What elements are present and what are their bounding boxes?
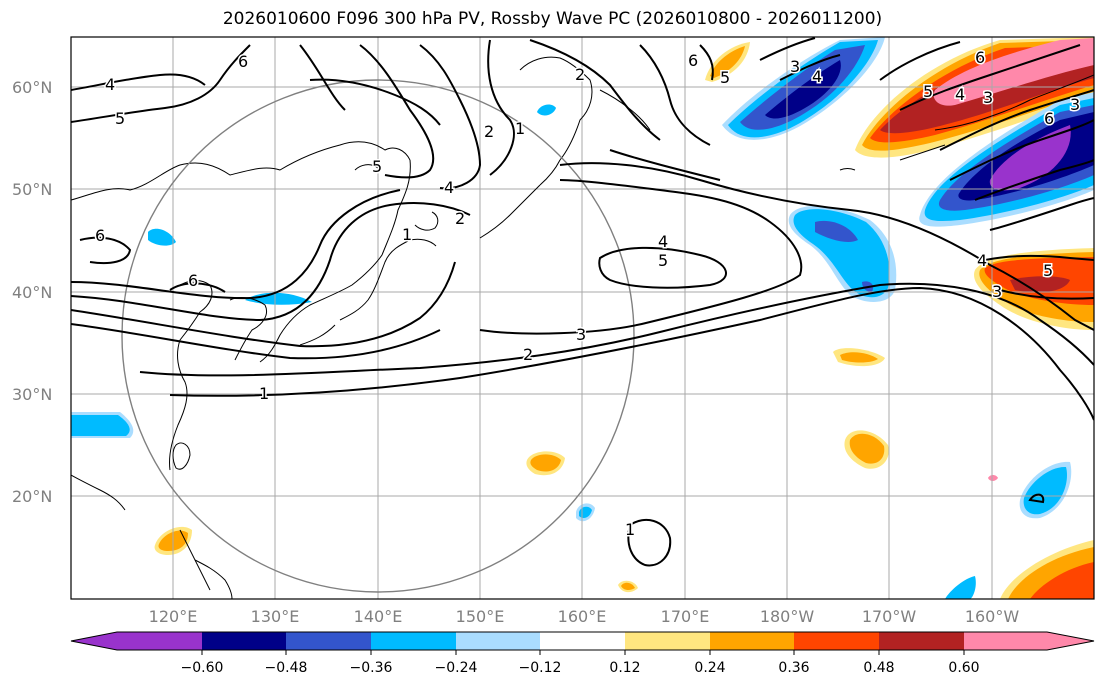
colorbar-segment bbox=[879, 632, 965, 650]
colorbar-segment bbox=[71, 632, 117, 650]
map-title: 2026010600 F096 300 hPa PV, Rossby Wave … bbox=[222, 9, 883, 29]
lon-label: 160°W bbox=[965, 607, 1020, 626]
contour-label: 5 bbox=[720, 68, 730, 87]
contour-label: 5 bbox=[1043, 261, 1053, 280]
contour-label: 2 bbox=[523, 345, 533, 364]
contour-label: 1 bbox=[515, 119, 525, 138]
colorbar-segment bbox=[964, 632, 1048, 650]
contour-label: 5 bbox=[658, 251, 668, 270]
colorbar-tick-label: 0.36 bbox=[778, 660, 809, 676]
colorbar-tick-label: 0.48 bbox=[863, 660, 894, 676]
lon-label: 170°E bbox=[661, 607, 710, 626]
contour-label: 3 bbox=[790, 57, 800, 76]
contour-label: 4 bbox=[812, 67, 822, 86]
contour-label: 6 bbox=[95, 226, 105, 245]
contour-label: 3 bbox=[992, 282, 1002, 301]
colorbar-segment bbox=[286, 632, 372, 650]
colorbar-segment bbox=[456, 632, 541, 650]
lat-label: 50°N bbox=[12, 180, 52, 199]
contour-label: 1 bbox=[402, 225, 412, 244]
contour-label: 6 bbox=[188, 271, 198, 290]
lon-label: 140°E bbox=[354, 607, 403, 626]
pv-contours bbox=[71, 37, 1094, 567]
colorbar-tick-label: −0.60 bbox=[181, 660, 224, 676]
colorbar-segment bbox=[625, 632, 711, 650]
contour-label: 5 bbox=[923, 82, 933, 101]
colorbar-segment bbox=[1047, 632, 1094, 650]
colorbar-segment bbox=[202, 632, 287, 650]
analysis-radius-circle bbox=[121, 79, 635, 593]
contour-label: 6 bbox=[975, 48, 985, 67]
colorbar-tick-label: 0.12 bbox=[609, 660, 640, 676]
colorbar-segment bbox=[540, 632, 626, 650]
colorbar: −0.60 −0.48 −0.36 −0.24 −0.12 0.12 0.24 … bbox=[70, 631, 1095, 676]
contour-label: 4 bbox=[105, 75, 115, 94]
lon-label: 130°E bbox=[251, 607, 300, 626]
lon-label: 150°E bbox=[456, 607, 505, 626]
colorbar-tick-label: −0.36 bbox=[350, 660, 393, 676]
colorbar-tick-label: 0.60 bbox=[948, 660, 979, 676]
colorbar-tick-label: −0.12 bbox=[519, 660, 562, 676]
colorbar-outline bbox=[70, 631, 1095, 651]
latitude-axis: 60°N 50°N 40°N 30°N 20°N bbox=[12, 78, 52, 506]
lon-label: 120°E bbox=[149, 607, 198, 626]
graticule bbox=[71, 37, 1094, 599]
contour-label: 3 bbox=[576, 325, 586, 344]
lat-label: 60°N bbox=[12, 78, 52, 97]
lat-label: 40°N bbox=[12, 283, 52, 302]
contour-label: 3 bbox=[983, 88, 993, 107]
contour-labels: 4 5 6 6 5 2 1 2 4 6 1 2 4 5 3 2 1 1 6 6 … bbox=[94, 47, 1082, 541]
lon-label: 160°E bbox=[558, 607, 607, 626]
lon-label: 170°W bbox=[862, 607, 917, 626]
contour-label: 5 bbox=[115, 109, 125, 128]
lat-label: 20°N bbox=[12, 487, 52, 506]
colorbar-segment bbox=[117, 632, 203, 650]
longitude-axis: 120°E 130°E 140°E 150°E 160°E 170°E 180°… bbox=[149, 607, 1020, 626]
lat-label: 30°N bbox=[12, 385, 52, 404]
map-frame bbox=[70, 36, 1095, 600]
contour-label: 3 bbox=[1070, 95, 1080, 114]
contour-label: 6 bbox=[238, 52, 248, 71]
contour-label: 2 bbox=[575, 65, 585, 84]
contour-label: 6 bbox=[688, 51, 698, 70]
contour-label: 4 bbox=[658, 232, 668, 251]
contour-label: 2 bbox=[455, 209, 465, 228]
colorbar-segment bbox=[710, 632, 795, 650]
contour-label: 4 bbox=[955, 85, 965, 104]
contour-label: 2 bbox=[484, 122, 494, 141]
colorbar-tick-label: 0.24 bbox=[694, 660, 725, 676]
contour-label: 4 bbox=[977, 251, 987, 270]
lon-label: 180°W bbox=[760, 607, 815, 626]
colorbar-segment bbox=[794, 632, 880, 650]
colorbar-tick-label: −0.48 bbox=[265, 660, 308, 676]
contour-label: 6 bbox=[1044, 109, 1054, 128]
colorbar-segment bbox=[371, 632, 457, 650]
contour-label: 5 bbox=[372, 157, 382, 176]
contour-label: 4 bbox=[444, 178, 454, 197]
colorbar-tick-label: −0.24 bbox=[435, 660, 478, 676]
contour-label: 1 bbox=[625, 520, 635, 539]
contour-label: 1 bbox=[259, 384, 269, 403]
